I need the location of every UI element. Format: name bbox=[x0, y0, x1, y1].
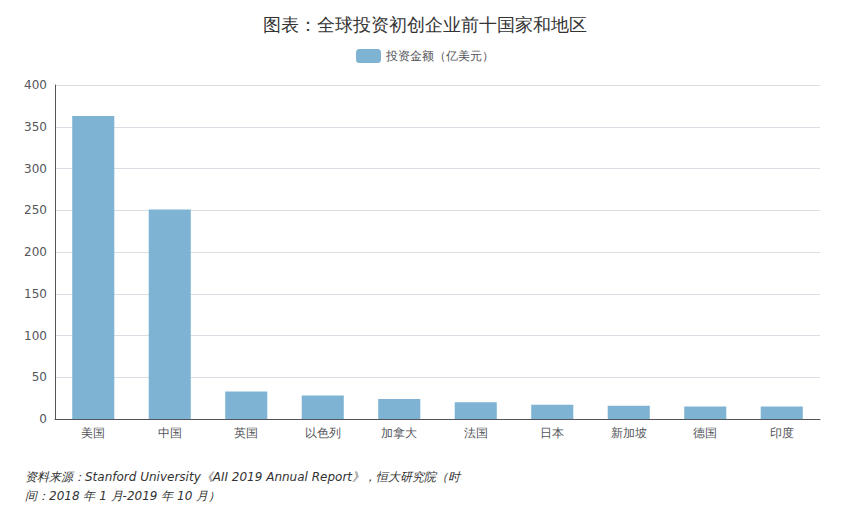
svg-text:英国: 英国 bbox=[234, 426, 258, 440]
svg-text:资料来源：Stanford University《AII 2: 资料来源：Stanford University《AII 2019 Annual… bbox=[25, 470, 462, 484]
svg-text:间：2018 年 1 月-2019 年 10 月）: 间：2018 年 1 月-2019 年 10 月） bbox=[25, 489, 220, 503]
svg-text:美国: 美国 bbox=[81, 426, 105, 440]
svg-text:100: 100 bbox=[24, 329, 47, 343]
svg-text:新加坡: 新加坡 bbox=[611, 426, 647, 440]
svg-text:0: 0 bbox=[39, 412, 47, 426]
svg-text:400: 400 bbox=[24, 78, 47, 92]
svg-text:300: 300 bbox=[24, 162, 47, 176]
svg-text:印度: 印度 bbox=[770, 426, 794, 440]
svg-text:中国: 中国 bbox=[158, 426, 182, 440]
svg-text:图表：全球投资初创企业前十国家和地区: 图表：全球投资初创企业前十国家和地区 bbox=[263, 14, 587, 35]
svg-text:50: 50 bbox=[32, 370, 47, 384]
svg-text:加拿大: 加拿大 bbox=[381, 426, 417, 440]
svg-text:以色列: 以色列 bbox=[305, 426, 341, 440]
svg-text:投资金额（亿美元）: 投资金额（亿美元） bbox=[385, 49, 494, 63]
svg-text:德国: 德国 bbox=[693, 426, 717, 440]
svg-text:250: 250 bbox=[24, 203, 47, 217]
svg-text:150: 150 bbox=[24, 287, 47, 301]
svg-text:法国: 法国 bbox=[464, 426, 488, 440]
svg-text:350: 350 bbox=[24, 120, 47, 134]
svg-text:200: 200 bbox=[24, 245, 47, 259]
svg-text:日本: 日本 bbox=[540, 426, 564, 440]
